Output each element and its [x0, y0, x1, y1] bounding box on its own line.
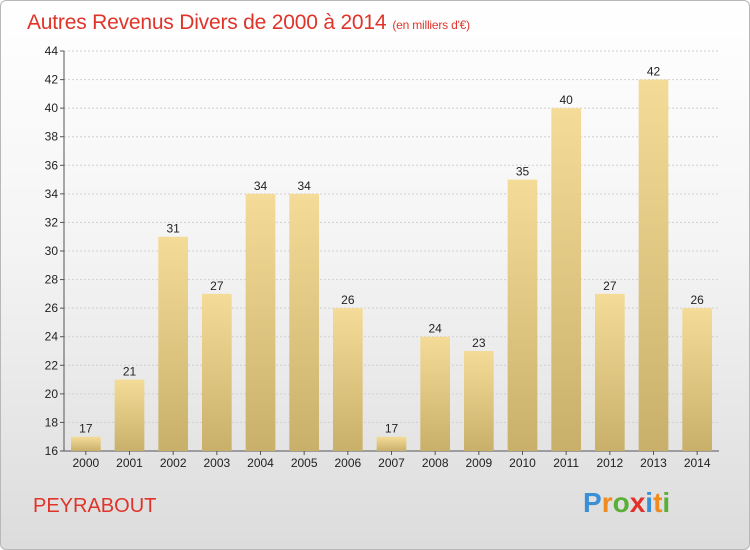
bar-2008	[420, 336, 451, 451]
x-tick-label: 2013	[640, 456, 667, 470]
y-tick-label: 34	[45, 187, 59, 201]
y-tick-label: 42	[45, 73, 59, 87]
y-tick-label: 40	[45, 101, 59, 115]
y-tick-label: 18	[45, 415, 59, 429]
bar-value-label: 27	[603, 279, 617, 293]
chart-title-text: Autres Revenus Divers de 2000 à 2014	[27, 11, 387, 34]
x-tick-label: 2012	[596, 456, 623, 470]
bar-value-label: 23	[472, 336, 486, 350]
x-tick-label: 2010	[509, 456, 536, 470]
bars: 17 21 31 27 34 34 26 17 24 23 35 40 27 42 26	[70, 65, 713, 452]
bar-2001	[114, 379, 145, 451]
bar-value-label: 21	[123, 365, 137, 379]
bar-value-label: 40	[559, 93, 573, 107]
bar-2004	[245, 193, 276, 451]
x-tick-label: 2008	[422, 456, 449, 470]
logo-letter: i	[645, 487, 654, 518]
x-tick-label: 2004	[247, 456, 274, 470]
bar-value-label: 26	[341, 293, 355, 307]
bar-2000	[70, 436, 101, 451]
bar-2005	[289, 193, 320, 451]
x-tick-label: 2014	[684, 456, 711, 470]
x-axis-ticks: 2000 2001 2002 2003 2004 2005 2006 2007 2008 2009…	[72, 451, 711, 470]
logo-letter: P	[583, 487, 602, 518]
bar-2012	[594, 293, 625, 451]
x-tick-label: 2002	[160, 456, 187, 470]
y-tick-label: 28	[45, 273, 59, 287]
logo-letter: x	[629, 487, 646, 518]
y-tick-label: 24	[45, 330, 59, 344]
x-tick-label: 2005	[291, 456, 318, 470]
y-tick-label: 16	[45, 444, 59, 458]
y-tick-label: 30	[45, 244, 59, 258]
bar-value-label: 27	[210, 279, 224, 293]
bar-2009	[463, 351, 494, 451]
chart-title: Autres Revenus Divers de 2000 à 2014 (en …	[27, 11, 470, 35]
y-tick-label: 44	[45, 44, 59, 58]
bar-value-label: 34	[254, 179, 268, 193]
y-tick-label: 32	[45, 215, 59, 229]
bar-value-label: 34	[297, 179, 311, 193]
bar-value-label: 17	[385, 422, 399, 436]
bar-2007	[376, 436, 407, 451]
x-tick-label: 2001	[116, 456, 143, 470]
bar-2006	[332, 308, 363, 451]
x-tick-label: 2000	[72, 456, 99, 470]
bar-2002	[158, 236, 189, 451]
bar-2014	[682, 308, 713, 451]
logo-letter: i	[662, 487, 671, 518]
logo-letter: o	[612, 487, 630, 518]
logo-letter: r	[601, 487, 613, 518]
y-axis-ticks: 16 18 20 22 24 26 28 30 32 34 36 38 40 42 44	[45, 44, 64, 458]
bar-value-label: 31	[166, 222, 180, 236]
bar-value-label: 26	[690, 293, 704, 307]
x-tick-label: 2011	[553, 456, 579, 470]
x-tick-label: 2006	[334, 456, 361, 470]
y-tick-label: 22	[45, 358, 59, 372]
place-name: PEYRABOUT	[33, 495, 157, 517]
logo-letter: t	[653, 487, 663, 518]
bar-2010	[507, 179, 538, 452]
bar-2003	[201, 293, 232, 451]
bar-2011	[551, 108, 582, 452]
y-tick-label: 38	[45, 130, 59, 144]
chart-unit: (en milliers d'€)	[392, 18, 470, 32]
y-tick-label: 36	[45, 158, 59, 172]
x-tick-label: 2003	[203, 456, 230, 470]
y-tick-label: 26	[45, 301, 59, 315]
bar-value-label: 35	[516, 165, 530, 179]
bar-value-label: 24	[428, 322, 442, 336]
x-tick-label: 2007	[378, 456, 405, 470]
bar-value-label: 42	[647, 65, 661, 79]
proxiti-logo[interactable]: Proxiti	[583, 487, 670, 519]
y-tick-label: 20	[45, 387, 59, 401]
bar-value-label: 17	[79, 422, 93, 436]
bar-2013	[638, 79, 669, 452]
x-tick-label: 2009	[465, 456, 492, 470]
